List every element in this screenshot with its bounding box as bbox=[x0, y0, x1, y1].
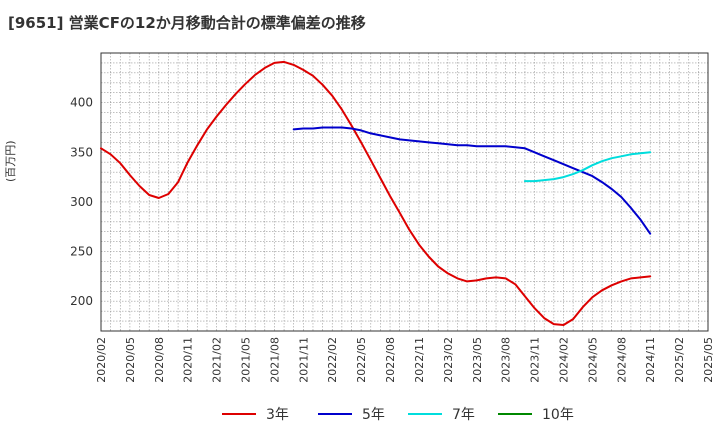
x-tick-label: 2022/05 bbox=[355, 337, 368, 383]
x-tick-label: 2022/08 bbox=[384, 337, 397, 383]
y-tick-label: 350 bbox=[70, 145, 93, 159]
y-tick-label: 250 bbox=[70, 245, 93, 259]
x-tick-label: 2023/02 bbox=[442, 337, 455, 383]
legend-item-1: 3年 bbox=[222, 402, 289, 426]
y-tick-label: 300 bbox=[70, 195, 93, 209]
legend-item-4: 10年 bbox=[498, 402, 574, 426]
chart-plot: 200 250 300 350 400 2020/02 2020/05 2020/08 2020… bbox=[70, 52, 715, 383]
series-line-2 bbox=[292, 126, 652, 235]
legend-label: 10年 bbox=[542, 407, 574, 423]
legend-swatch bbox=[318, 413, 352, 415]
legend-label: 3年 bbox=[266, 407, 289, 423]
y-tick-label: 200 bbox=[70, 294, 93, 308]
x-tick-label: 2024/02 bbox=[557, 337, 570, 383]
x-tick-label: 2024/08 bbox=[615, 337, 628, 383]
y-tick-label: 400 bbox=[70, 96, 93, 110]
series-line-1 bbox=[100, 60, 652, 326]
chart-title: [9651] 営業CFの12か月移動合計の標準偏差の推移 bbox=[8, 14, 366, 32]
x-tick-label: 2021/11 bbox=[297, 337, 310, 383]
x-tick-label: 2023/08 bbox=[500, 337, 513, 383]
x-tick-label: 2022/11 bbox=[413, 337, 426, 383]
x-tick-label: 2020/02 bbox=[95, 337, 108, 383]
legend-label: 5年 bbox=[362, 407, 385, 423]
legend: 3年 5年 7年 10年 bbox=[0, 402, 720, 426]
series-line-3 bbox=[523, 151, 652, 183]
x-tick-label: 2020/08 bbox=[153, 337, 166, 383]
x-tick-label: 2020/05 bbox=[124, 337, 137, 383]
x-tick-label: 2024/11 bbox=[644, 337, 657, 383]
x-tick-label: 2020/11 bbox=[182, 337, 195, 383]
x-tick-label: 2024/05 bbox=[586, 337, 599, 383]
x-tick-label: 2023/05 bbox=[471, 337, 484, 383]
x-tick-label: 2021/05 bbox=[240, 337, 253, 383]
legend-swatch bbox=[222, 413, 256, 415]
x-tick-label: 2021/02 bbox=[211, 337, 224, 383]
legend-swatch bbox=[408, 413, 442, 415]
legend-swatch bbox=[498, 413, 532, 415]
x-tick-label: 2022/02 bbox=[326, 337, 339, 383]
x-tick-label: 2025/05 bbox=[702, 337, 715, 383]
plot-frame bbox=[100, 52, 709, 332]
legend-item-3: 7年 bbox=[408, 402, 475, 426]
x-tick-label: 2023/11 bbox=[529, 337, 542, 383]
legend-item-2: 5年 bbox=[318, 402, 385, 426]
legend-label: 7年 bbox=[452, 407, 475, 423]
x-tick-label: 2021/08 bbox=[268, 337, 281, 383]
x-tick-label: 2025/02 bbox=[673, 337, 686, 383]
